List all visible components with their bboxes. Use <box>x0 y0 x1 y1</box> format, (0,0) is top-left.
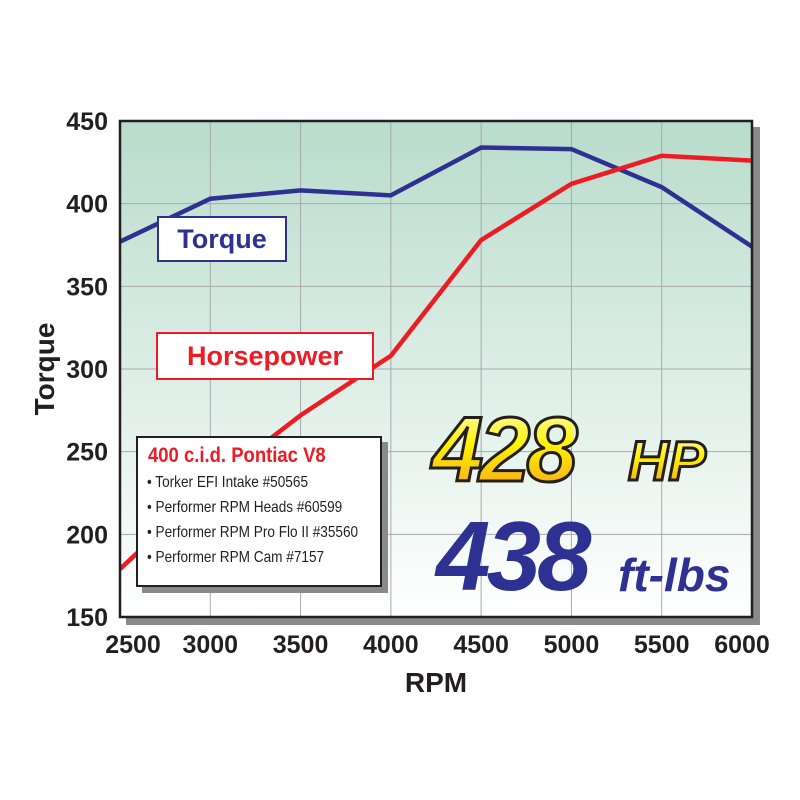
legend-torque: Torque <box>157 216 287 262</box>
plot-border <box>118 119 754 619</box>
engine-info-box: 400 c.i.d. Pontiac V8 • Torker EFI Intak… <box>136 436 382 587</box>
x-tick-label: 4500 <box>453 631 509 659</box>
y-tick-label: 250 <box>66 439 108 467</box>
peak-torque-unit: ft-lbs <box>618 549 731 601</box>
y-tick-label: 400 <box>66 191 108 219</box>
y-axis-title: Torque <box>29 323 60 416</box>
peak-torque-value: 438 <box>436 501 592 611</box>
part-item: • Torker EFI Intake #50565 <box>147 474 309 491</box>
peak-hp-value: 428 <box>431 398 579 503</box>
part-item: • Performer RPM Heads #60599 <box>147 499 343 516</box>
x-tick-label: 6000 <box>714 631 770 659</box>
y-tick-label: 300 <box>66 356 108 384</box>
legend-horsepower: Horsepower <box>156 332 374 380</box>
x-tick-label: 2500 <box>105 631 161 659</box>
x-axis-title: RPM <box>405 667 467 698</box>
x-tick-label: 3500 <box>273 631 329 659</box>
x-tick-label: 4000 <box>363 631 419 659</box>
y-tick-label: 450 <box>66 108 108 136</box>
peak-hp-unit: HP <box>627 428 708 494</box>
x-tick-label: 3000 <box>182 631 238 659</box>
part-item: • Performer RPM Cam #7157 <box>147 549 325 566</box>
part-item: • Performer RPM Pro Flo II #35560 <box>147 524 359 541</box>
x-tick-label: 5500 <box>634 631 690 659</box>
y-tick-label: 150 <box>66 604 108 632</box>
y-tick-label: 350 <box>66 273 108 301</box>
engine-title: 400 c.i.d. Pontiac V8 <box>148 444 326 467</box>
y-tick-label: 200 <box>66 521 108 549</box>
torque-line <box>119 145 754 249</box>
x-tick-label: 5000 <box>544 631 600 659</box>
